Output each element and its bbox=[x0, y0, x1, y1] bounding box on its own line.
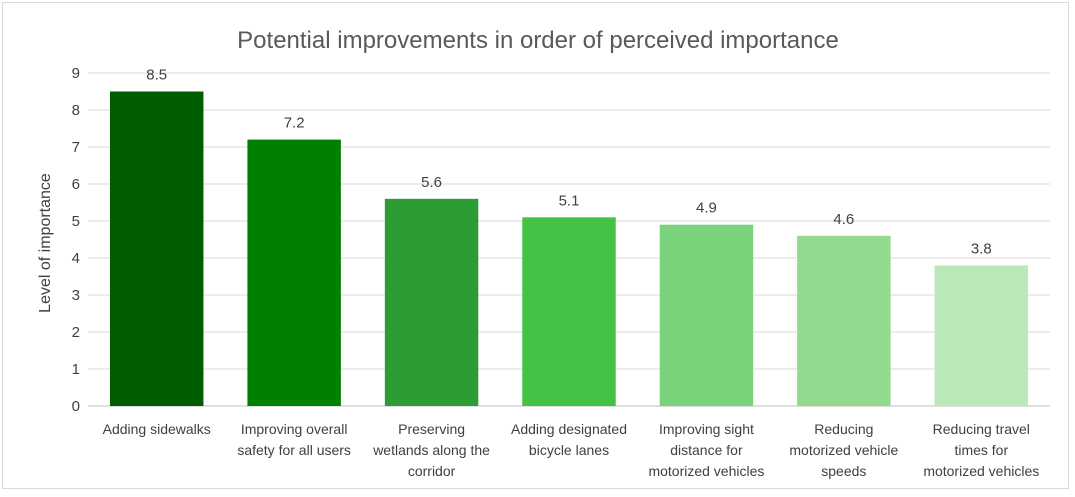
y-tick-label: 9 bbox=[72, 65, 80, 82]
x-category-line: Adding sidewalks bbox=[103, 421, 211, 437]
x-category-line: Adding designated bbox=[511, 421, 627, 437]
data-labels: 8.5 7.2 5.6 5.1 4.9 4.6 3.8 bbox=[146, 67, 991, 258]
y-tick-label: 3 bbox=[72, 287, 80, 304]
data-label: 7.2 bbox=[284, 115, 305, 132]
bar bbox=[384, 198, 479, 406]
x-category-label: Reducing motorized vehicle speeds bbox=[789, 421, 898, 479]
x-category-label: Adding sidewalks bbox=[103, 421, 211, 437]
data-label: 4.6 bbox=[833, 211, 854, 228]
data-label: 4.9 bbox=[696, 200, 717, 217]
bar bbox=[659, 224, 754, 406]
chart-title: Potential improvements in order of perce… bbox=[237, 27, 839, 54]
x-category-line: motorized vehicles bbox=[648, 463, 764, 479]
x-category-line: bicycle lanes bbox=[529, 442, 609, 458]
x-category-line: Improving sight bbox=[659, 421, 754, 437]
x-category-line: motorized vehicle bbox=[789, 442, 898, 458]
x-category-line: distance for bbox=[670, 442, 743, 458]
x-category-line: Reducing travel bbox=[933, 421, 1030, 437]
y-tick-label: 1 bbox=[72, 361, 80, 378]
x-category-label: Improving sight distance for motorized veh… bbox=[648, 421, 764, 479]
bars bbox=[109, 91, 1029, 406]
x-category-line: times for bbox=[954, 442, 1008, 458]
x-category-line: motorized vehicles bbox=[923, 463, 1039, 479]
x-category-line: Preserving bbox=[398, 421, 465, 437]
y-tick-label: 8 bbox=[72, 102, 80, 119]
bar-chart: Potential improvements in order of perce… bbox=[37, 27, 1050, 479]
x-category-line: wetlands along the bbox=[372, 442, 490, 458]
data-label: 8.5 bbox=[146, 67, 167, 84]
x-category-line: corridor bbox=[408, 463, 456, 479]
data-label: 5.6 bbox=[421, 174, 442, 191]
y-axis-label: Level of importance bbox=[37, 173, 54, 313]
y-tick-label: 2 bbox=[72, 324, 80, 341]
bar bbox=[797, 235, 891, 406]
bar bbox=[247, 139, 341, 406]
x-category-label: Improving overall safety for all users bbox=[237, 421, 351, 458]
y-tick-label: 6 bbox=[72, 176, 80, 193]
bar bbox=[934, 265, 1029, 406]
data-label: 5.1 bbox=[559, 192, 580, 209]
x-category-line: Improving overall bbox=[241, 421, 348, 437]
bar bbox=[109, 91, 204, 406]
x-category-label: Preserving wetlands along the corridor bbox=[372, 421, 490, 479]
y-tick-label: 4 bbox=[72, 250, 80, 267]
bar bbox=[522, 217, 616, 406]
x-category-line: safety for all users bbox=[237, 442, 351, 458]
x-axis-categories: Adding sidewalks Improving overall safety … bbox=[103, 421, 1040, 479]
x-category-line: Reducing bbox=[814, 421, 873, 437]
x-category-line: speeds bbox=[821, 463, 866, 479]
y-tick-label: 5 bbox=[72, 213, 80, 230]
y-tick-label: 7 bbox=[72, 139, 80, 156]
data-label: 3.8 bbox=[971, 240, 992, 257]
x-category-label: Reducing travel times for motorized vehicl… bbox=[923, 421, 1039, 479]
y-tick-label: 0 bbox=[72, 398, 80, 415]
chart-frame: Potential improvements in order of perce… bbox=[2, 2, 1069, 489]
x-category-label: Adding designated bicycle lanes bbox=[511, 421, 627, 458]
y-axis-ticks: 0 1 2 3 4 5 6 7 8 9 bbox=[72, 65, 80, 415]
